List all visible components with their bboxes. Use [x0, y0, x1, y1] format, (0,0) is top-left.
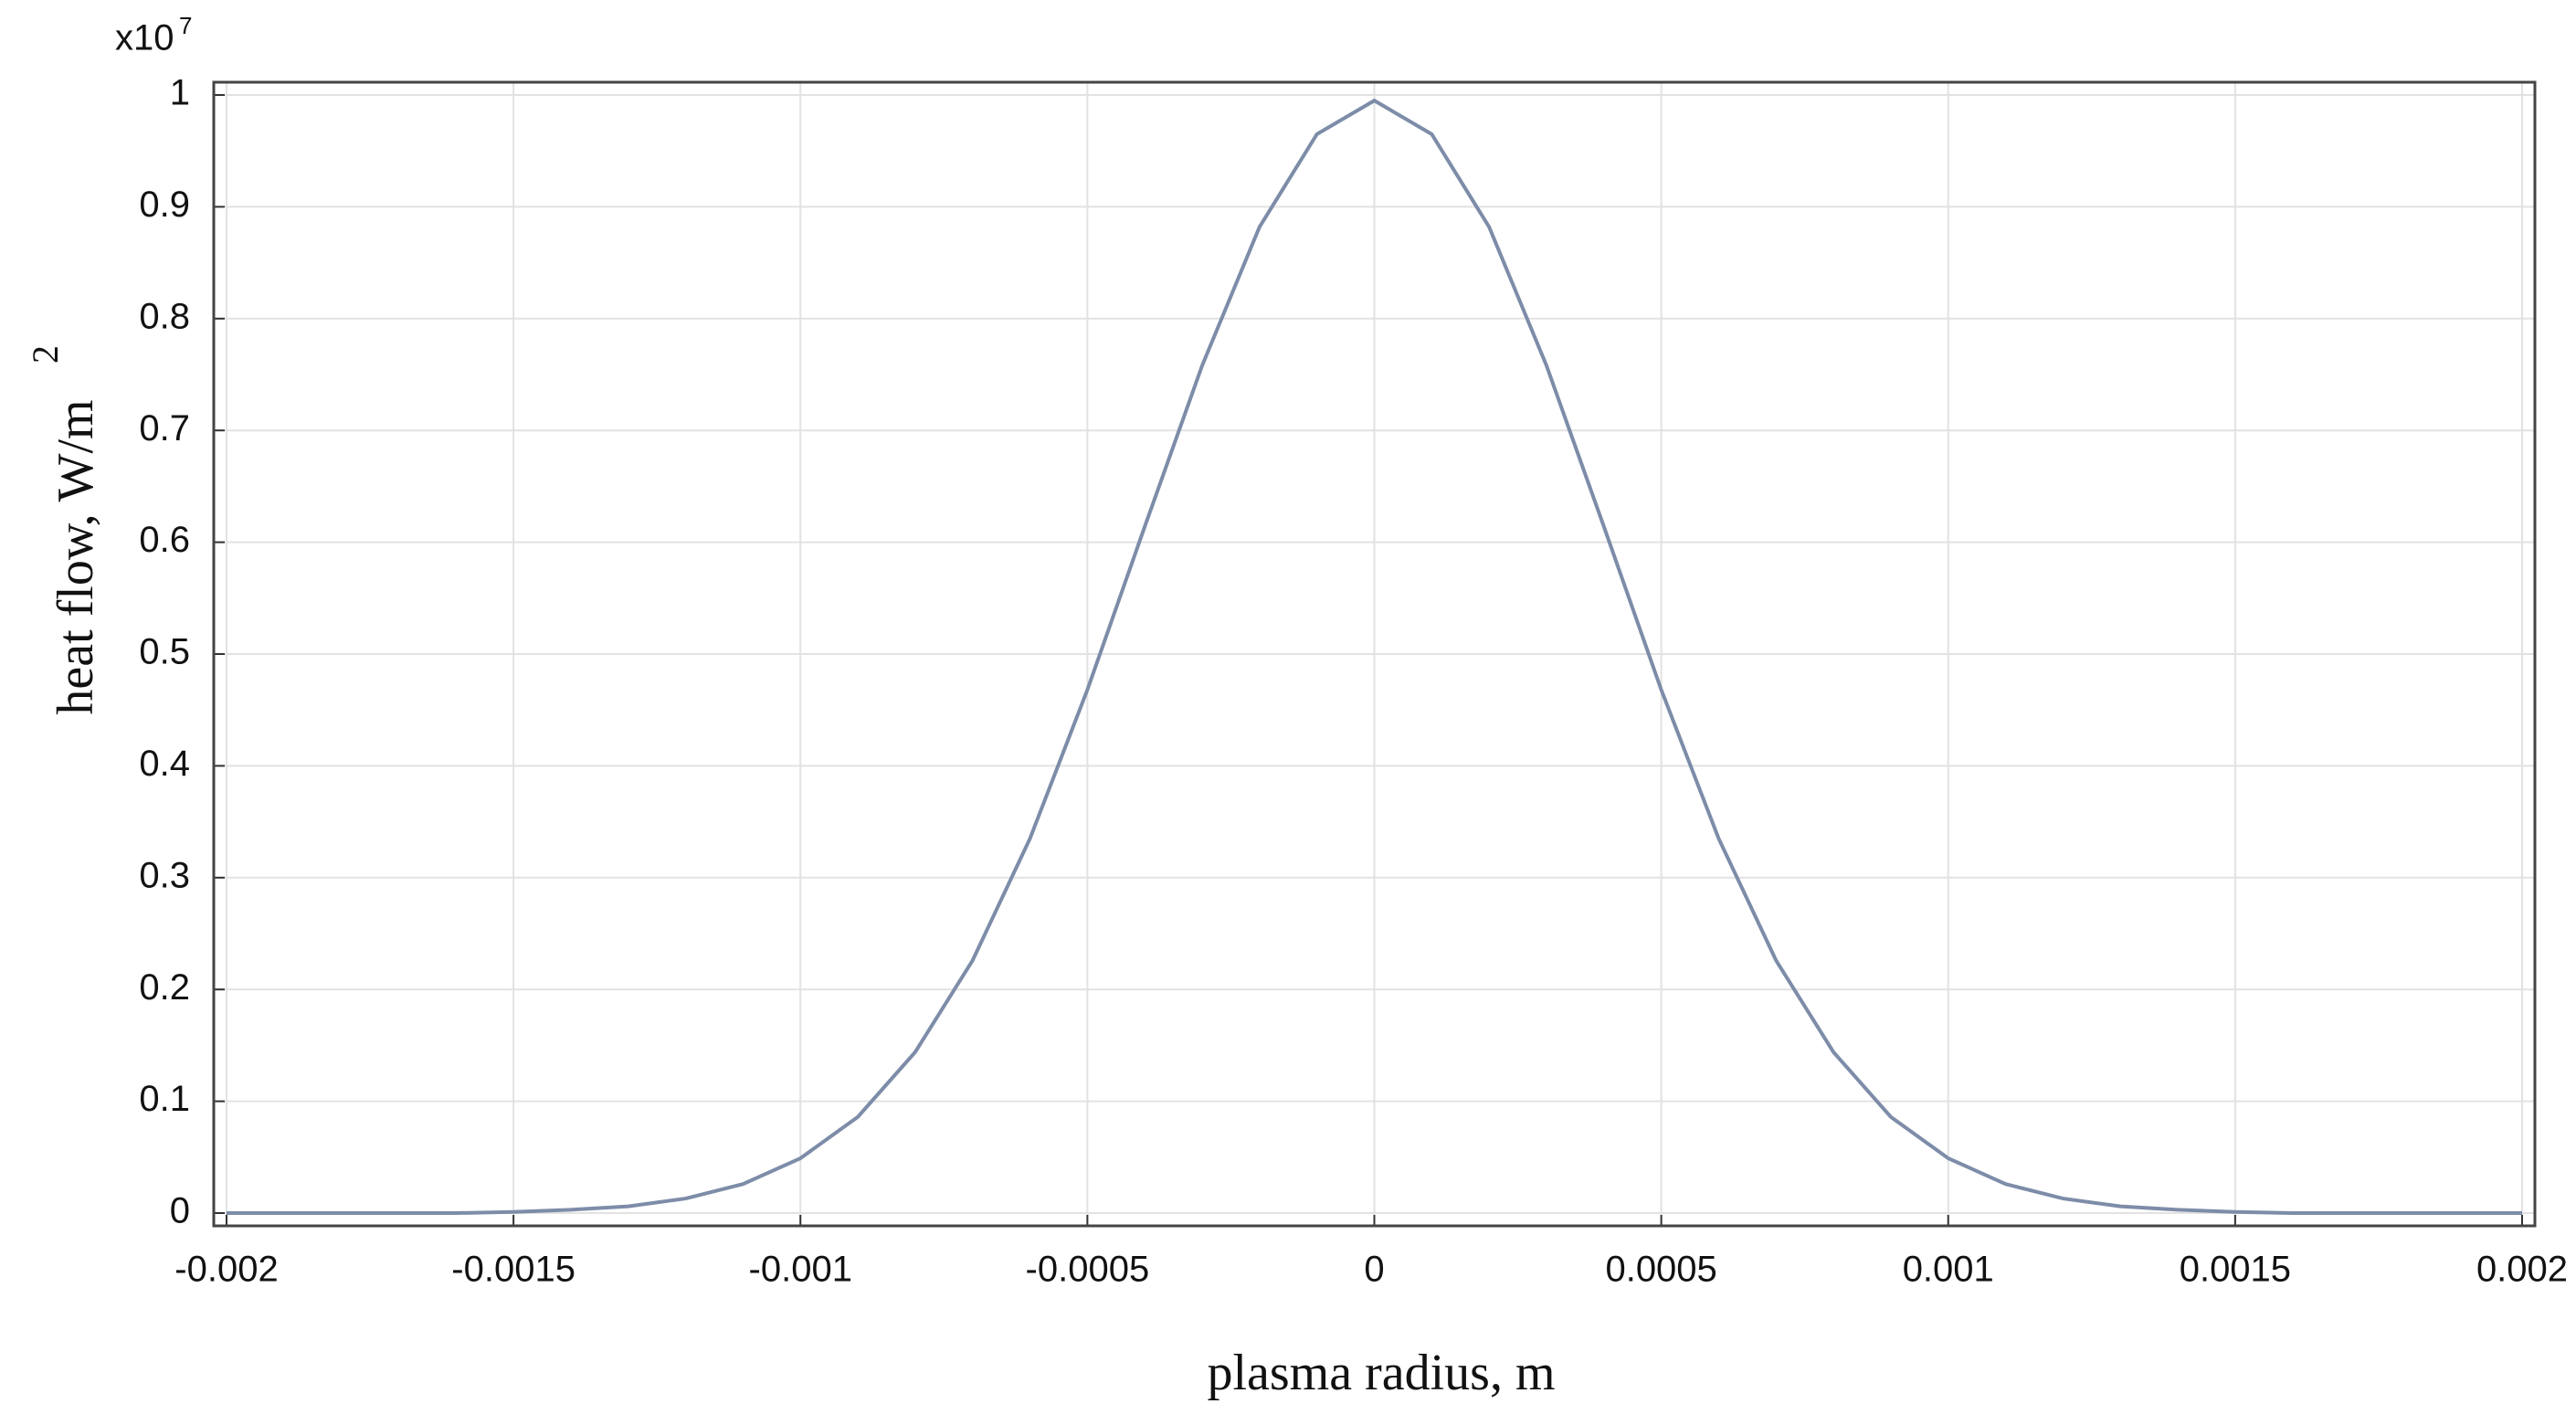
y-tick-label: 0.4	[139, 744, 190, 784]
x-tick-label: -0.0005	[1026, 1250, 1150, 1290]
y-axis-label-superscript: 2	[25, 345, 66, 364]
x-tick-label: 0.001	[1903, 1250, 1994, 1290]
plot-frame	[212, 80, 2537, 1228]
y-tick-label: 0.2	[139, 967, 190, 1008]
y-tick-label: 0.1	[139, 1079, 190, 1119]
x-axis-label: plasma radius, m	[1207, 1345, 1555, 1401]
y-tick-label: 0.7	[139, 408, 190, 449]
y-tick-label: 0.8	[139, 296, 190, 336]
x-tick-label: -0.0015	[451, 1250, 575, 1290]
y-axis-label-group: heat flow, W/m 2	[25, 345, 104, 715]
x-tick-label: -0.001	[749, 1250, 852, 1290]
y-axis-label: heat flow, W/m	[48, 399, 104, 714]
x-tick-label: 0.002	[2476, 1250, 2568, 1290]
y-multiplier: x10	[115, 18, 174, 58]
line-series	[227, 98, 2522, 1215]
y-tick-label: 0.9	[139, 185, 190, 225]
y-multiplier-exponent: 7	[179, 12, 192, 39]
y-tick-label: 1	[170, 73, 190, 113]
y-tick-label: 0.3	[139, 855, 190, 895]
x-tick-label: -0.002	[174, 1250, 278, 1290]
x-tick-label: 0.0005	[1605, 1250, 1716, 1290]
y-tick-label: 0	[170, 1191, 190, 1231]
x-tick-label: 0	[1364, 1250, 1384, 1290]
x-tick-label: 0.0015	[2180, 1250, 2291, 1290]
y-tick-label: 0.5	[139, 632, 190, 672]
y-tick-label: 0.6	[139, 520, 190, 560]
